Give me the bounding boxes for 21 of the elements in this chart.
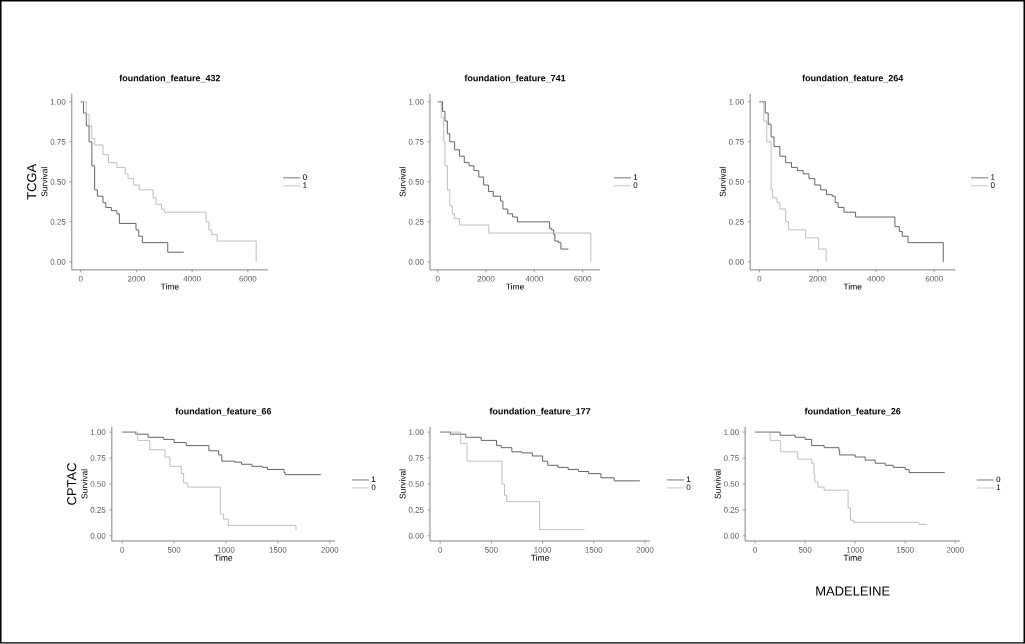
y-axis-title: Survival	[399, 167, 406, 197]
x-axis-title: Time	[505, 283, 524, 290]
text: TCGA	[27, 163, 37, 200]
text: CPTAC	[67, 463, 77, 505]
x-axis-title: Time	[530, 554, 549, 561]
x-axis-title: Time	[843, 283, 862, 290]
y-axis-title: Survival	[719, 167, 726, 197]
chart-title: foundation_feature_432	[119, 74, 221, 83]
y-axis-title: Survival	[81, 469, 88, 499]
chart-title: foundation_feature_26	[804, 407, 901, 416]
chart-title: foundation_feature_741	[464, 74, 566, 83]
chart-title: foundation_feature_177	[489, 407, 591, 416]
x-axis-title: Time	[160, 283, 179, 290]
text: MADELEINE	[816, 586, 890, 596]
chart-title: foundation_feature_264	[802, 74, 904, 83]
y-axis-title: Survival	[399, 469, 406, 499]
x-axis-title: Time	[214, 554, 233, 561]
y-axis-title: Survival	[714, 469, 721, 499]
y-axis-title: Survival	[41, 167, 48, 197]
chart-title: foundation_feature_66	[175, 407, 272, 416]
x-axis-title: Time	[843, 554, 862, 561]
